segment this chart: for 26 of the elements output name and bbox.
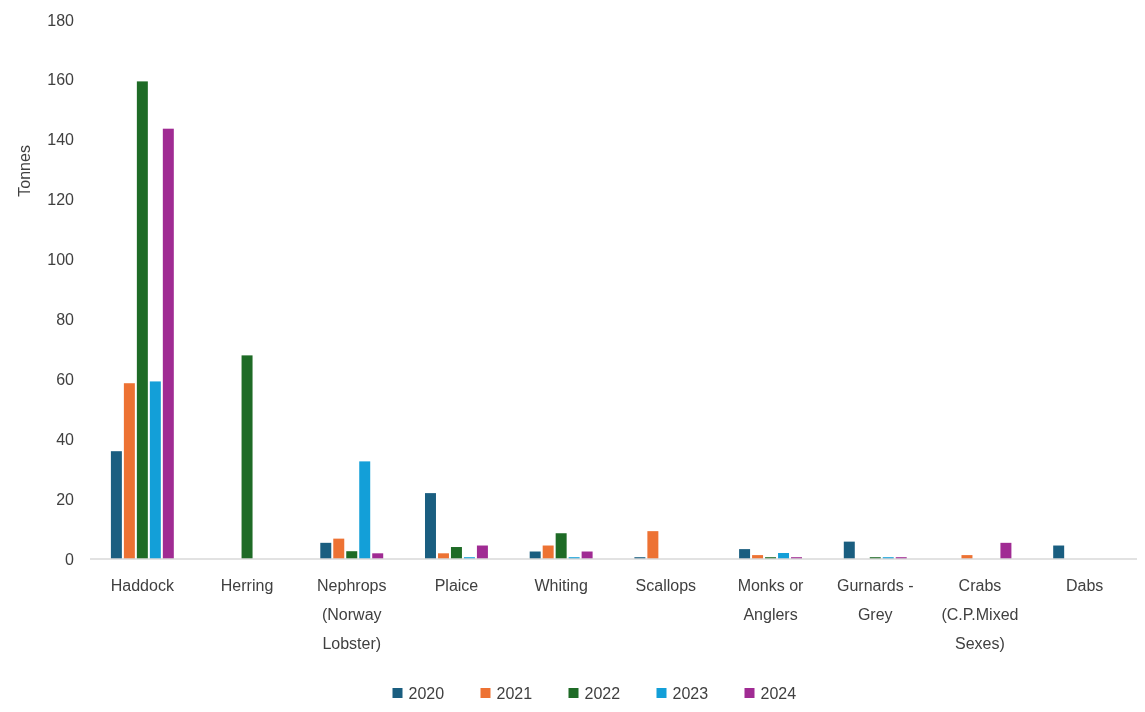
- x-tick-label: Crabs (C.P.Mixed Sexes): [941, 577, 1019, 652]
- legend-label: 2022: [584, 685, 621, 702]
- y-tick-label: 0: [65, 550, 75, 568]
- y-tick-label: 40: [56, 430, 75, 448]
- x-tick-label: Monks or Anglers: [737, 577, 805, 623]
- x-tick-label: Whiting: [534, 577, 588, 594]
- y-tick-label: 120: [47, 191, 75, 209]
- legend-label: 2021: [496, 685, 533, 702]
- x-tick-label: Haddock: [110, 577, 175, 594]
- x-tick-label: Plaice: [434, 577, 479, 594]
- x-tick-label: Gurnards - Grey: [837, 577, 914, 623]
- x-tick-label: Dabs: [1065, 577, 1104, 594]
- y-tick-label: 100: [47, 251, 75, 269]
- legend-label: 2024: [760, 685, 797, 702]
- y-tick-label: 80: [56, 311, 75, 329]
- x-tick-label: Nephrops (Norway Lobster): [317, 577, 387, 652]
- x-tick-label: Herring: [220, 577, 274, 594]
- y-tick-label: 180: [47, 11, 75, 29]
- y-tick-label: 160: [47, 71, 75, 89]
- y-axis-title: Tonnes: [16, 145, 33, 197]
- x-tick-label: Scallops: [635, 577, 697, 594]
- legend-label: 2020: [408, 685, 445, 702]
- y-tick-label: 140: [47, 131, 75, 149]
- y-tick-label: 20: [56, 490, 75, 508]
- legend-label: 2023: [672, 685, 709, 702]
- y-tick-label: 60: [56, 370, 75, 388]
